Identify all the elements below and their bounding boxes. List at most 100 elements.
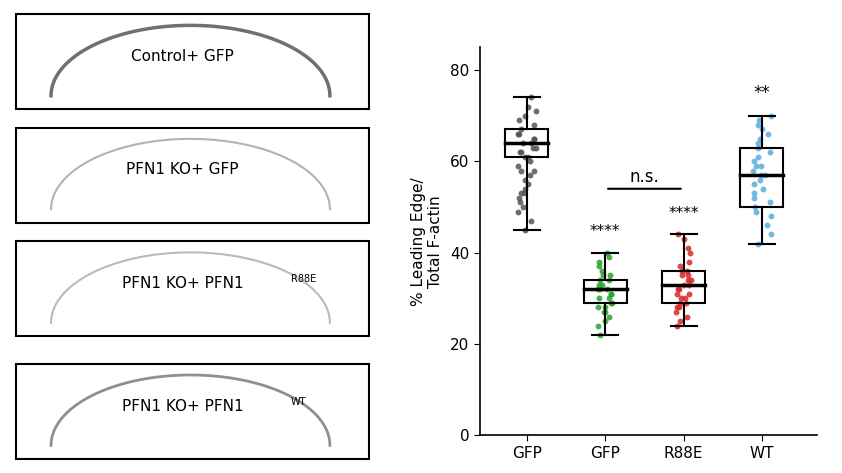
Point <box>521 153 535 161</box>
Point <box>749 208 763 215</box>
Point <box>753 176 766 184</box>
Point <box>680 267 694 275</box>
Point <box>593 276 606 284</box>
Point <box>514 149 527 156</box>
Point <box>751 153 765 161</box>
Point <box>527 121 541 129</box>
Point <box>681 244 695 252</box>
Point <box>604 299 617 307</box>
Point <box>521 103 535 110</box>
FancyBboxPatch shape <box>16 364 369 459</box>
Point <box>755 126 769 133</box>
Point <box>525 217 538 225</box>
Point <box>675 272 689 279</box>
Point <box>682 258 695 265</box>
Point <box>677 235 690 243</box>
Point <box>669 308 683 316</box>
Point <box>526 144 540 151</box>
Point <box>674 263 687 270</box>
Point <box>591 322 605 329</box>
Point <box>681 276 695 284</box>
Point <box>674 295 687 302</box>
Point <box>514 126 527 133</box>
Point <box>671 285 685 293</box>
Point <box>751 240 765 247</box>
Point <box>598 317 611 325</box>
Point <box>593 281 606 289</box>
Point <box>669 322 683 329</box>
Point <box>756 185 770 193</box>
Point <box>529 144 542 151</box>
Point <box>677 281 690 289</box>
Point <box>600 249 614 256</box>
FancyBboxPatch shape <box>16 14 369 109</box>
Point <box>765 212 778 220</box>
Point <box>749 162 763 170</box>
Bar <box>505 130 548 157</box>
Point <box>684 249 697 256</box>
Point <box>516 203 530 211</box>
Point <box>754 162 768 170</box>
Point <box>528 135 541 142</box>
Point <box>605 299 619 307</box>
Point <box>511 162 525 170</box>
Point <box>602 295 616 302</box>
Point <box>524 158 537 165</box>
Bar <box>662 271 705 303</box>
Point <box>597 308 610 316</box>
Point <box>754 135 767 142</box>
Text: **: ** <box>754 84 770 102</box>
Point <box>748 180 761 188</box>
Point <box>674 317 687 325</box>
Point <box>513 130 526 138</box>
Y-axis label: % Leading Edge/
Total F-actin: % Leading Edge/ Total F-actin <box>411 177 443 306</box>
Text: ****: **** <box>590 224 621 239</box>
Point <box>524 94 537 101</box>
Point <box>596 272 610 279</box>
Point <box>595 281 609 289</box>
Point <box>681 272 695 279</box>
Bar <box>584 280 626 303</box>
Text: Control+ GFP: Control+ GFP <box>131 49 234 64</box>
Point <box>527 135 541 142</box>
Point <box>512 130 525 138</box>
Point <box>751 121 765 129</box>
Point <box>747 166 760 174</box>
Point <box>751 140 765 147</box>
Point <box>600 285 614 293</box>
Point <box>519 112 532 120</box>
Point <box>680 313 694 320</box>
Point <box>513 194 526 201</box>
Point <box>604 272 617 279</box>
Point <box>749 203 762 211</box>
Point <box>529 107 542 115</box>
Point <box>685 276 698 284</box>
Point <box>519 153 532 161</box>
Point <box>763 199 776 206</box>
Point <box>591 285 605 293</box>
Point <box>747 158 760 165</box>
Point <box>603 276 616 284</box>
Point <box>752 116 765 124</box>
Point <box>759 171 772 179</box>
Text: WT: WT <box>291 397 306 407</box>
FancyBboxPatch shape <box>16 128 369 223</box>
Point <box>517 140 530 147</box>
Text: R88E: R88E <box>291 274 317 284</box>
Point <box>514 149 528 156</box>
Point <box>595 267 609 275</box>
Point <box>602 313 616 320</box>
Point <box>678 295 691 302</box>
Text: PFN1 KO+ PFN1: PFN1 KO+ PFN1 <box>122 276 243 291</box>
Point <box>593 263 606 270</box>
Point <box>594 285 607 293</box>
Point <box>524 140 537 147</box>
Point <box>519 226 532 234</box>
Text: PFN1 KO+ PFN1: PFN1 KO+ PFN1 <box>122 399 243 413</box>
Point <box>519 185 532 193</box>
Point <box>675 267 689 275</box>
Point <box>604 290 617 298</box>
Point <box>514 190 528 197</box>
Text: ****: **** <box>669 206 699 221</box>
Point <box>599 308 612 316</box>
